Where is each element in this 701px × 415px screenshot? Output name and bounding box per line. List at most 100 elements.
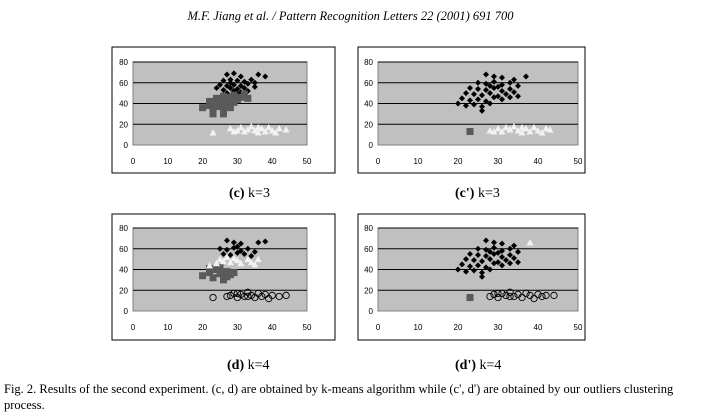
- running-header: M.F. Jiang et al. / Pattern Recognition …: [187, 9, 514, 23]
- scatter-panel-d_prime: 0 20 40 60 80 0 10 20 30 40 50 (d') k=4: [357, 213, 586, 373]
- diamond-point: [475, 79, 481, 86]
- diamond-point: [227, 84, 234, 91]
- triangle-point: [230, 254, 238, 262]
- diamond-point: [475, 262, 481, 269]
- diamond-point: [491, 73, 497, 80]
- diamond-point: [483, 71, 489, 78]
- y-tick-label: 60: [364, 79, 373, 88]
- circle-point: [209, 293, 217, 302]
- triangle-point: [237, 123, 245, 131]
- diamond-point: [479, 258, 485, 265]
- circle-point: [237, 290, 245, 299]
- subfigure-label-id: (c'): [455, 186, 475, 201]
- diamond-point: [237, 73, 244, 80]
- diamond-point: [499, 247, 505, 254]
- square-point: [466, 128, 474, 136]
- triangle-point: [219, 257, 227, 265]
- circle-point: [247, 291, 255, 300]
- circle-point: [538, 292, 546, 301]
- diamond-point: [515, 82, 521, 89]
- x-tick-label: 50: [574, 323, 583, 332]
- triangle-point: [510, 122, 518, 130]
- diamond-point: [217, 245, 223, 252]
- diamond-point: [262, 73, 269, 80]
- circle-point: [522, 289, 530, 298]
- circle-point: [494, 289, 502, 298]
- diamond-point: [483, 80, 489, 87]
- triangle-point: [209, 129, 217, 136]
- triangle-point: [230, 128, 238, 135]
- square-point: [223, 101, 231, 109]
- square-point: [206, 102, 214, 110]
- triangle-point: [251, 126, 259, 134]
- diamond-point: [507, 251, 513, 258]
- circle-point: [282, 291, 290, 300]
- square-point: [219, 110, 227, 118]
- diamond-point: [511, 242, 517, 249]
- diamond-point: [220, 77, 227, 84]
- diamond-point: [217, 81, 223, 88]
- diamond-point: [483, 253, 489, 260]
- x-tick-label: 20: [454, 323, 463, 332]
- diamond-point: [471, 91, 477, 98]
- diamond-point: [471, 101, 477, 108]
- triangle-point: [490, 128, 498, 135]
- circle-point: [226, 291, 235, 300]
- triangle-point: [526, 128, 534, 135]
- triangle-point: [254, 129, 262, 136]
- subfigure-label-k: k=3: [245, 186, 270, 201]
- triangle-point: [223, 253, 231, 261]
- diamond-point: [471, 257, 477, 264]
- triangle-point: [518, 129, 526, 136]
- square-point: [230, 98, 238, 106]
- square-point: [216, 263, 224, 271]
- circle-point: [486, 292, 494, 301]
- diamond-point: [213, 84, 220, 91]
- diamond-point: [507, 79, 513, 86]
- circle-point: [233, 289, 242, 298]
- diamond-point: [255, 71, 262, 78]
- diamond-point: [475, 245, 481, 252]
- diamond-point: [479, 103, 485, 110]
- square-point: [206, 264, 214, 272]
- triangle-point: [247, 258, 255, 266]
- diamond-point: [255, 239, 262, 246]
- square-point: [466, 294, 474, 302]
- x-tick-label: 0: [376, 157, 381, 166]
- scatter-panel-c: 0 20 40 60 80 0 10 20 30 40 50 (c) k=3: [111, 46, 336, 201]
- square-point: [206, 97, 214, 105]
- y-tick-label: 40: [364, 100, 373, 109]
- triangle-point: [254, 123, 262, 131]
- triangle-point: [486, 126, 494, 134]
- x-tick-label: 40: [268, 157, 277, 166]
- y-tick-label: 60: [119, 245, 128, 254]
- diamond-point: [234, 249, 241, 256]
- diamond-point: [507, 245, 513, 252]
- diamond-point: [455, 266, 461, 273]
- diamond-point: [220, 250, 227, 257]
- y-tick-label: 60: [364, 245, 373, 254]
- triangle-point: [530, 123, 538, 131]
- diamond-point: [507, 85, 513, 92]
- triangle-point: [247, 122, 255, 130]
- diamond-point: [467, 263, 473, 270]
- diamond-point: [491, 78, 497, 85]
- diamond-point: [499, 88, 505, 95]
- triangle-point: [272, 129, 280, 136]
- triangle-point: [226, 124, 234, 132]
- square-point: [206, 269, 214, 277]
- circle-point: [506, 292, 514, 301]
- diamond-point: [463, 256, 469, 263]
- triangle-point: [237, 259, 245, 267]
- diamond-point: [230, 239, 237, 246]
- diamond-point: [495, 249, 501, 256]
- triangle-point: [275, 124, 283, 132]
- diamond-point: [234, 77, 241, 84]
- diamond-point: [227, 76, 234, 83]
- subfigure-label: (d') k=4: [455, 358, 501, 373]
- triangle-point: [502, 123, 510, 131]
- y-tick-label: 20: [364, 120, 373, 129]
- figure-caption-line-1: Fig. 2. Results of the second experiment…: [4, 382, 674, 396]
- diamond-point: [237, 240, 244, 247]
